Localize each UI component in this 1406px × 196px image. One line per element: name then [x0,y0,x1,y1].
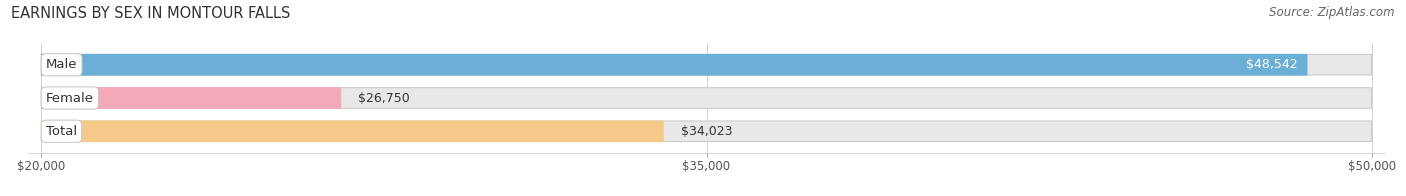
Text: EARNINGS BY SEX IN MONTOUR FALLS: EARNINGS BY SEX IN MONTOUR FALLS [11,6,291,21]
Text: Male: Male [46,58,77,71]
Text: $48,542: $48,542 [1247,58,1298,71]
FancyBboxPatch shape [41,54,1372,75]
Text: Source: ZipAtlas.com: Source: ZipAtlas.com [1270,6,1395,19]
FancyBboxPatch shape [41,121,1372,142]
FancyBboxPatch shape [41,54,1308,75]
Text: Female: Female [46,92,94,104]
FancyBboxPatch shape [41,88,340,108]
FancyBboxPatch shape [41,88,1372,108]
Text: $34,023: $34,023 [681,125,733,138]
Text: $26,750: $26,750 [359,92,411,104]
Text: Total: Total [46,125,77,138]
FancyBboxPatch shape [41,121,664,142]
